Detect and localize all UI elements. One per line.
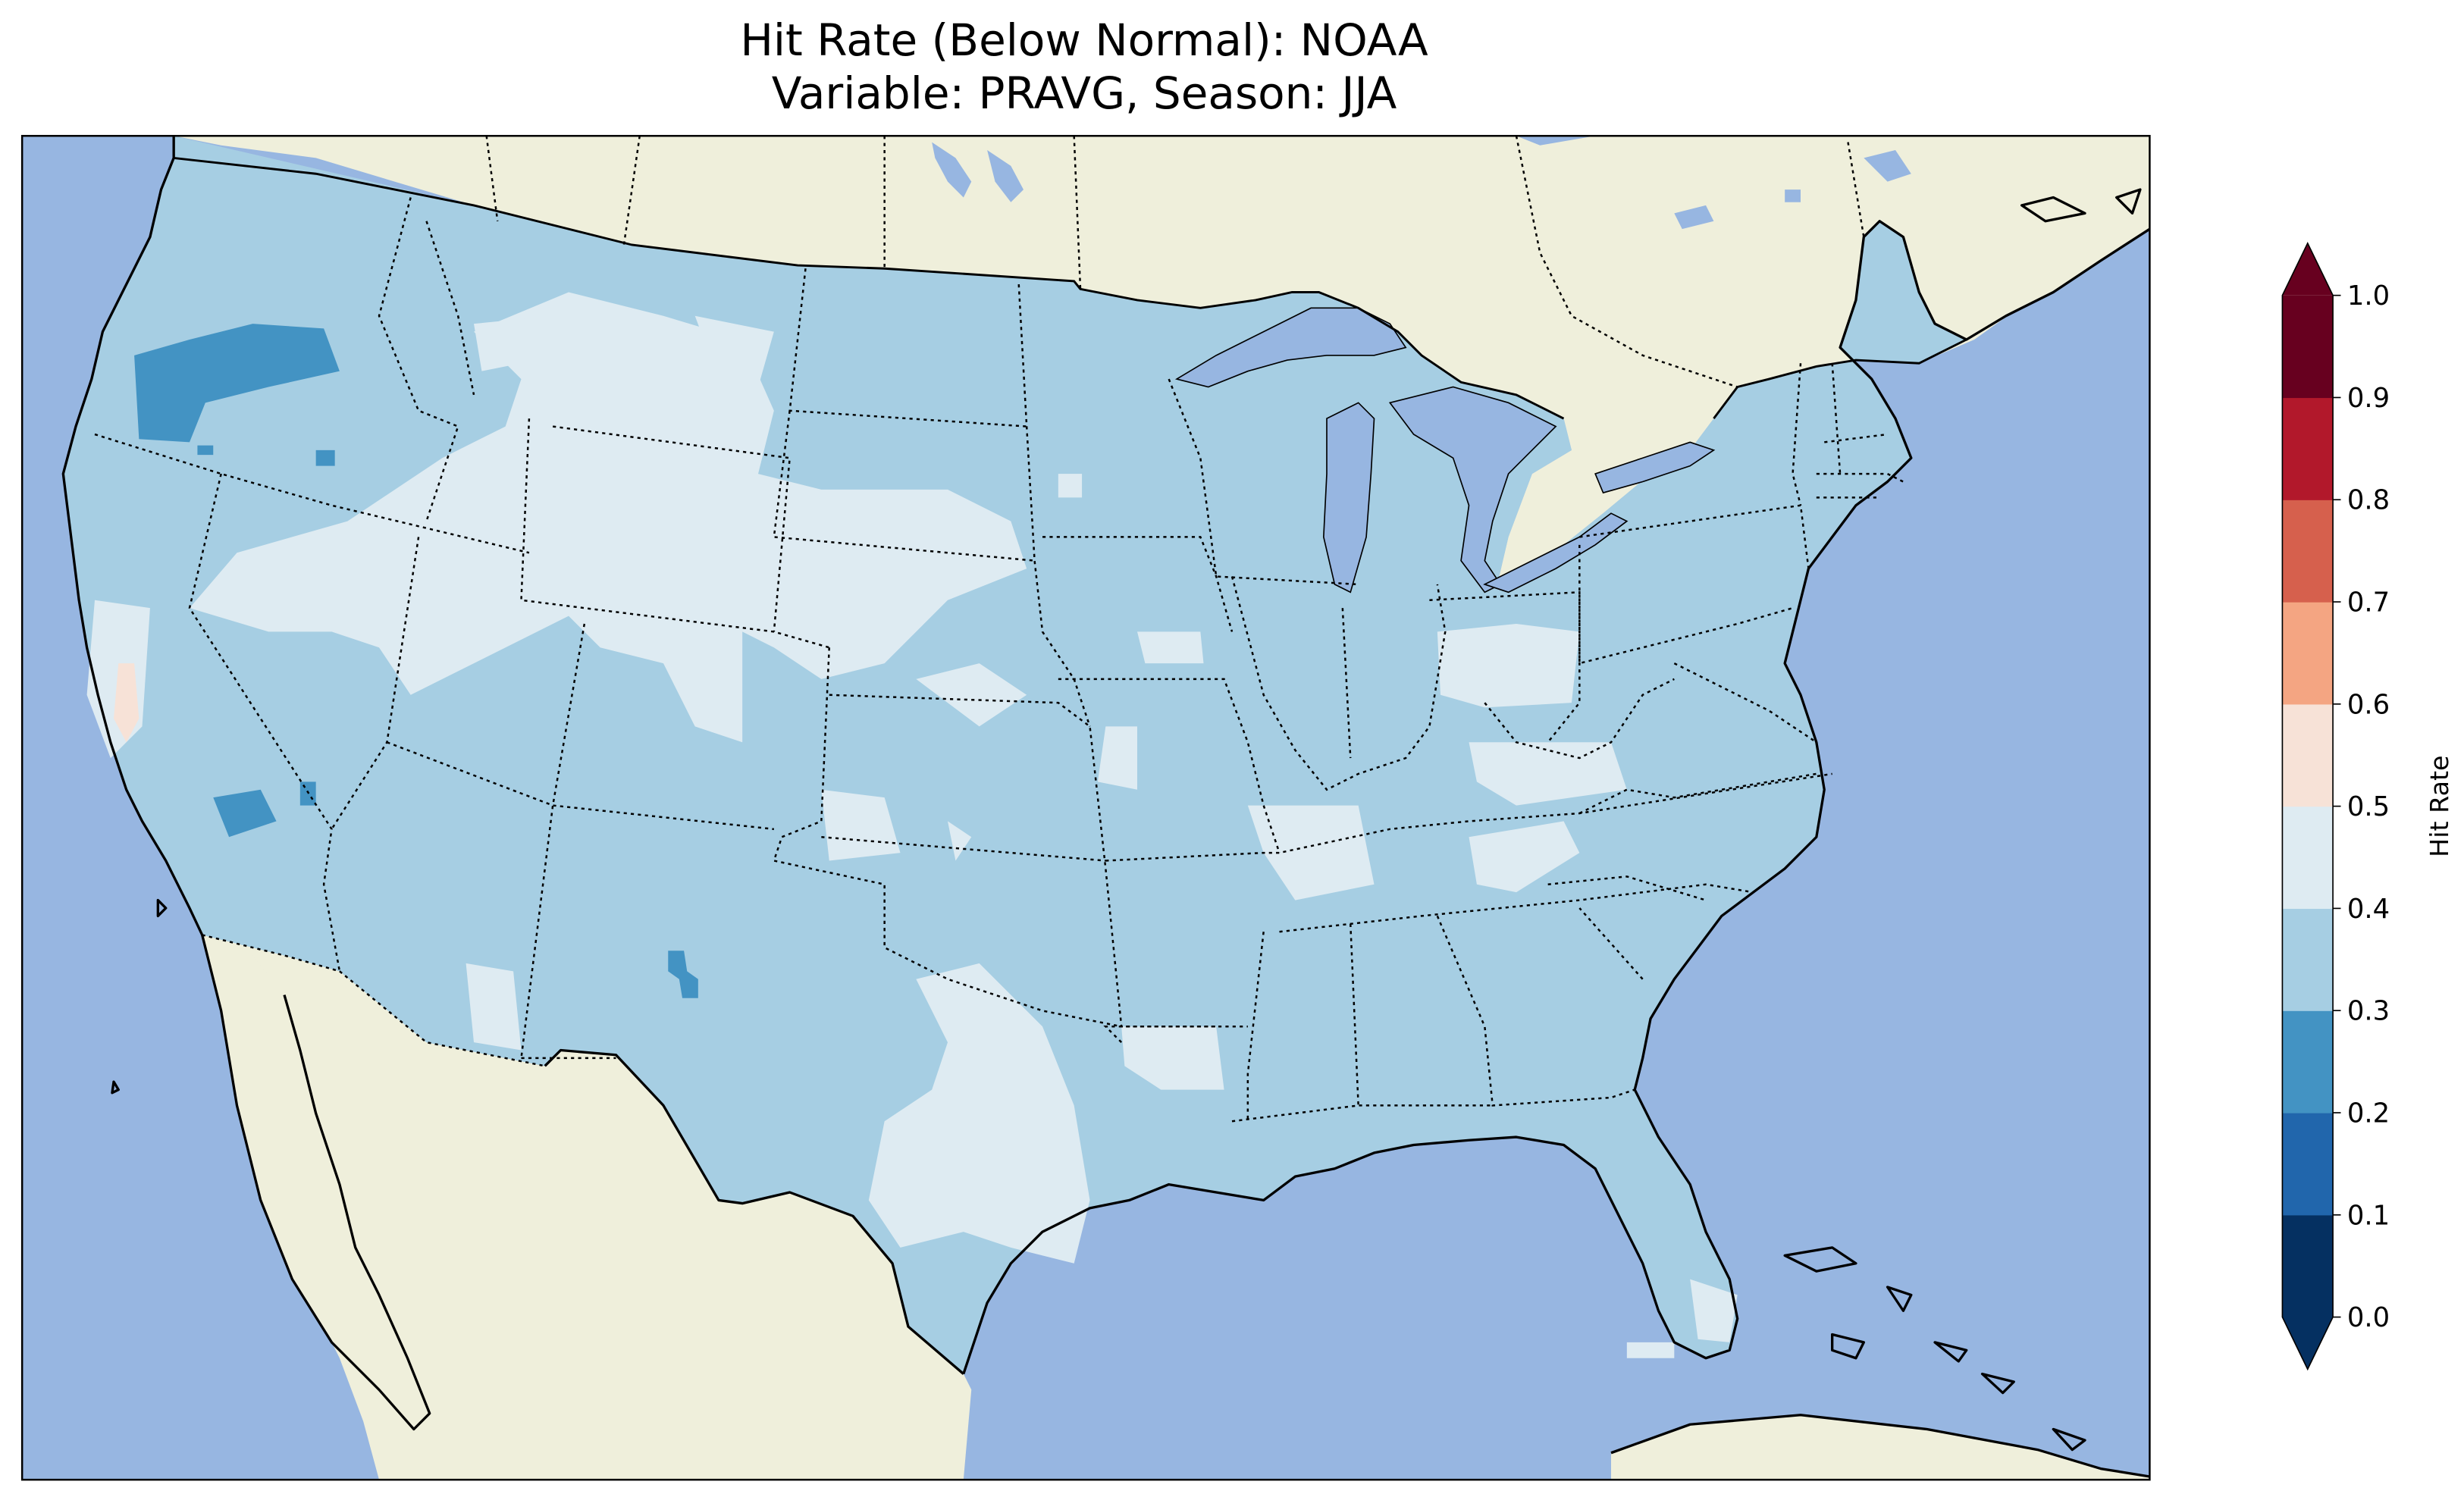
colorbar-segment	[2282, 1113, 2334, 1216]
colorbar-segment	[2282, 806, 2334, 910]
colorbar-tick-label: 0.6	[2347, 689, 2390, 720]
canada-lakes	[932, 142, 1911, 230]
colorbar-tick-label: 0.8	[2347, 485, 2390, 516]
colorbar-tick-label: 0.0	[2347, 1302, 2390, 1333]
colorbar-segment	[2282, 397, 2334, 500]
colorbar-segment	[2282, 1214, 2334, 1318]
colorbar-segment	[2282, 500, 2334, 603]
colorbar-segment	[2282, 295, 2334, 399]
colorbar-tick-label: 1.0	[2347, 280, 2390, 312]
colorbar-extend-under	[2282, 1317, 2334, 1370]
colorbar-tick-label: 0.3	[2347, 996, 2390, 1027]
cuba-land	[1611, 1414, 2150, 1480]
colorbar: 0.0 0.1 0.2 0.3 0.4 0.5 0.6 0.7 0.8 0.9 1.0 Hit Rat…	[2281, 242, 2454, 1371]
great-lakes	[1174, 307, 1716, 594]
colorbar-segment	[2282, 908, 2334, 1011]
colorbar-axis-label: Hit Rate	[2425, 755, 2454, 857]
baja-land	[202, 935, 430, 1430]
colorbar-tick-label: 0.7	[2347, 587, 2390, 619]
light-regions	[86, 292, 1738, 1358]
colorbar-tick-label: 0.5	[2347, 791, 2390, 822]
state-borders	[94, 136, 1904, 1375]
title-line-2: Variable: PRAVG, Season: JJA	[771, 67, 1397, 119]
canada-land	[174, 136, 2150, 584]
colorbar-segment	[2282, 1010, 2334, 1113]
map-title: Hit Rate (Below Normal): NOAA Variable: …	[23, 14, 2146, 120]
colorbar-tick-label: 0.1	[2347, 1200, 2390, 1231]
colorbar-extend-over	[2282, 243, 2334, 296]
colorbar-tick-label: 0.9	[2347, 383, 2390, 414]
colorbar-segment	[2282, 602, 2334, 705]
maritimes-land	[1903, 174, 2150, 340]
colorbar-tick-label: 0.2	[2347, 1098, 2390, 1129]
colorbar-tick-label: 0.4	[2347, 894, 2390, 925]
dark-regions	[134, 324, 698, 998]
warm-region	[114, 663, 140, 743]
map-area	[22, 136, 2150, 1480]
map-frame	[20, 135, 2151, 1481]
colorbar-segment	[2282, 703, 2334, 807]
title-line-1: Hit Rate (Below Normal): NOAA	[740, 14, 1428, 66]
